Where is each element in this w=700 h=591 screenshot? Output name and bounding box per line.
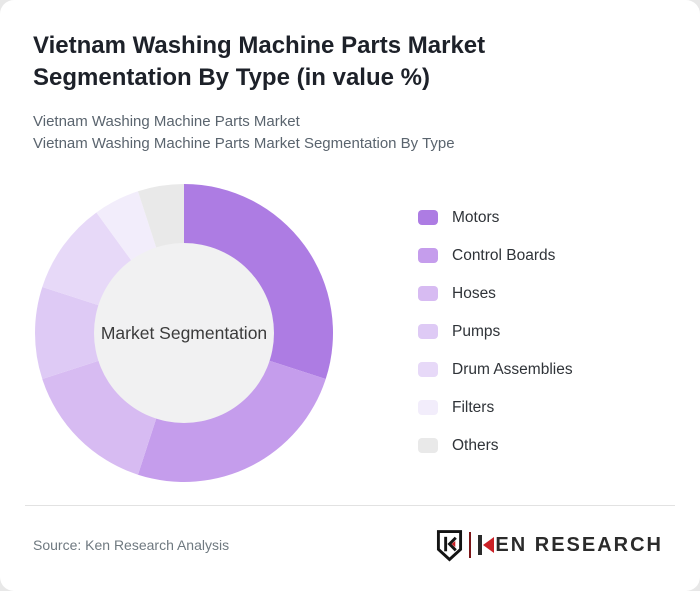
legend-swatch [418, 286, 438, 301]
legend-label: Filters [452, 399, 495, 416]
legend-label: Drum Assemblies [452, 361, 573, 378]
legend-label: Others [452, 437, 499, 454]
legend-swatch [418, 248, 438, 263]
legend-item-filters[interactable]: Filters [418, 400, 573, 415]
source-text: Source: Ken Research Analysis [33, 537, 230, 553]
legend-item-control-boards[interactable]: Control Boards [418, 248, 573, 263]
legend-swatch [418, 438, 438, 453]
legend-item-pumps[interactable]: Pumps [418, 324, 573, 339]
donut-chart-area: Market Segmentation [24, 173, 344, 493]
legend-label: Motors [452, 209, 500, 226]
chart-subtitle: Vietnam Washing Machine Parts Market Vie… [33, 111, 653, 155]
subtitle-line-2: Vietnam Washing Machine Parts Market Seg… [33, 135, 455, 152]
legend-label: Control Boards [452, 247, 556, 264]
legend-label: Hoses [452, 285, 496, 302]
legend-swatch [418, 362, 438, 377]
wordmark-k-red-triangle-icon [483, 537, 495, 553]
donut-center-label: Market Segmentation [101, 323, 267, 343]
page-title: Vietnam Washing Machine Parts Market Seg… [33, 32, 486, 91]
legend-label: Pumps [452, 323, 501, 340]
legend-item-motors[interactable]: Motors [418, 210, 573, 225]
logo-separator [469, 532, 472, 558]
ken-research-wordmark: EN RESEARCH [478, 534, 663, 557]
donut-hole [94, 243, 274, 423]
legend-item-others[interactable]: Others [418, 438, 573, 453]
subtitle-line-1: Vietnam Washing Machine Parts Market [33, 113, 300, 130]
ken-research-logo: EN RESEARCH [436, 529, 663, 561]
wordmark-text: EN RESEARCH [495, 533, 663, 556]
legend-item-drum-assemblies[interactable]: Drum Assemblies [418, 362, 573, 377]
legend-swatch [418, 210, 438, 225]
chart-legend: Motors Control Boards Hoses Pumps Drum A… [418, 210, 573, 476]
legend-swatch [418, 324, 438, 339]
legend-item-hoses[interactable]: Hoses [418, 286, 573, 301]
legend-swatch [418, 400, 438, 415]
footer-divider [25, 505, 675, 506]
ken-research-shield-icon [437, 529, 463, 561]
donut-chart: Market Segmentation [34, 184, 334, 483]
wordmark-k-bar [478, 535, 483, 555]
